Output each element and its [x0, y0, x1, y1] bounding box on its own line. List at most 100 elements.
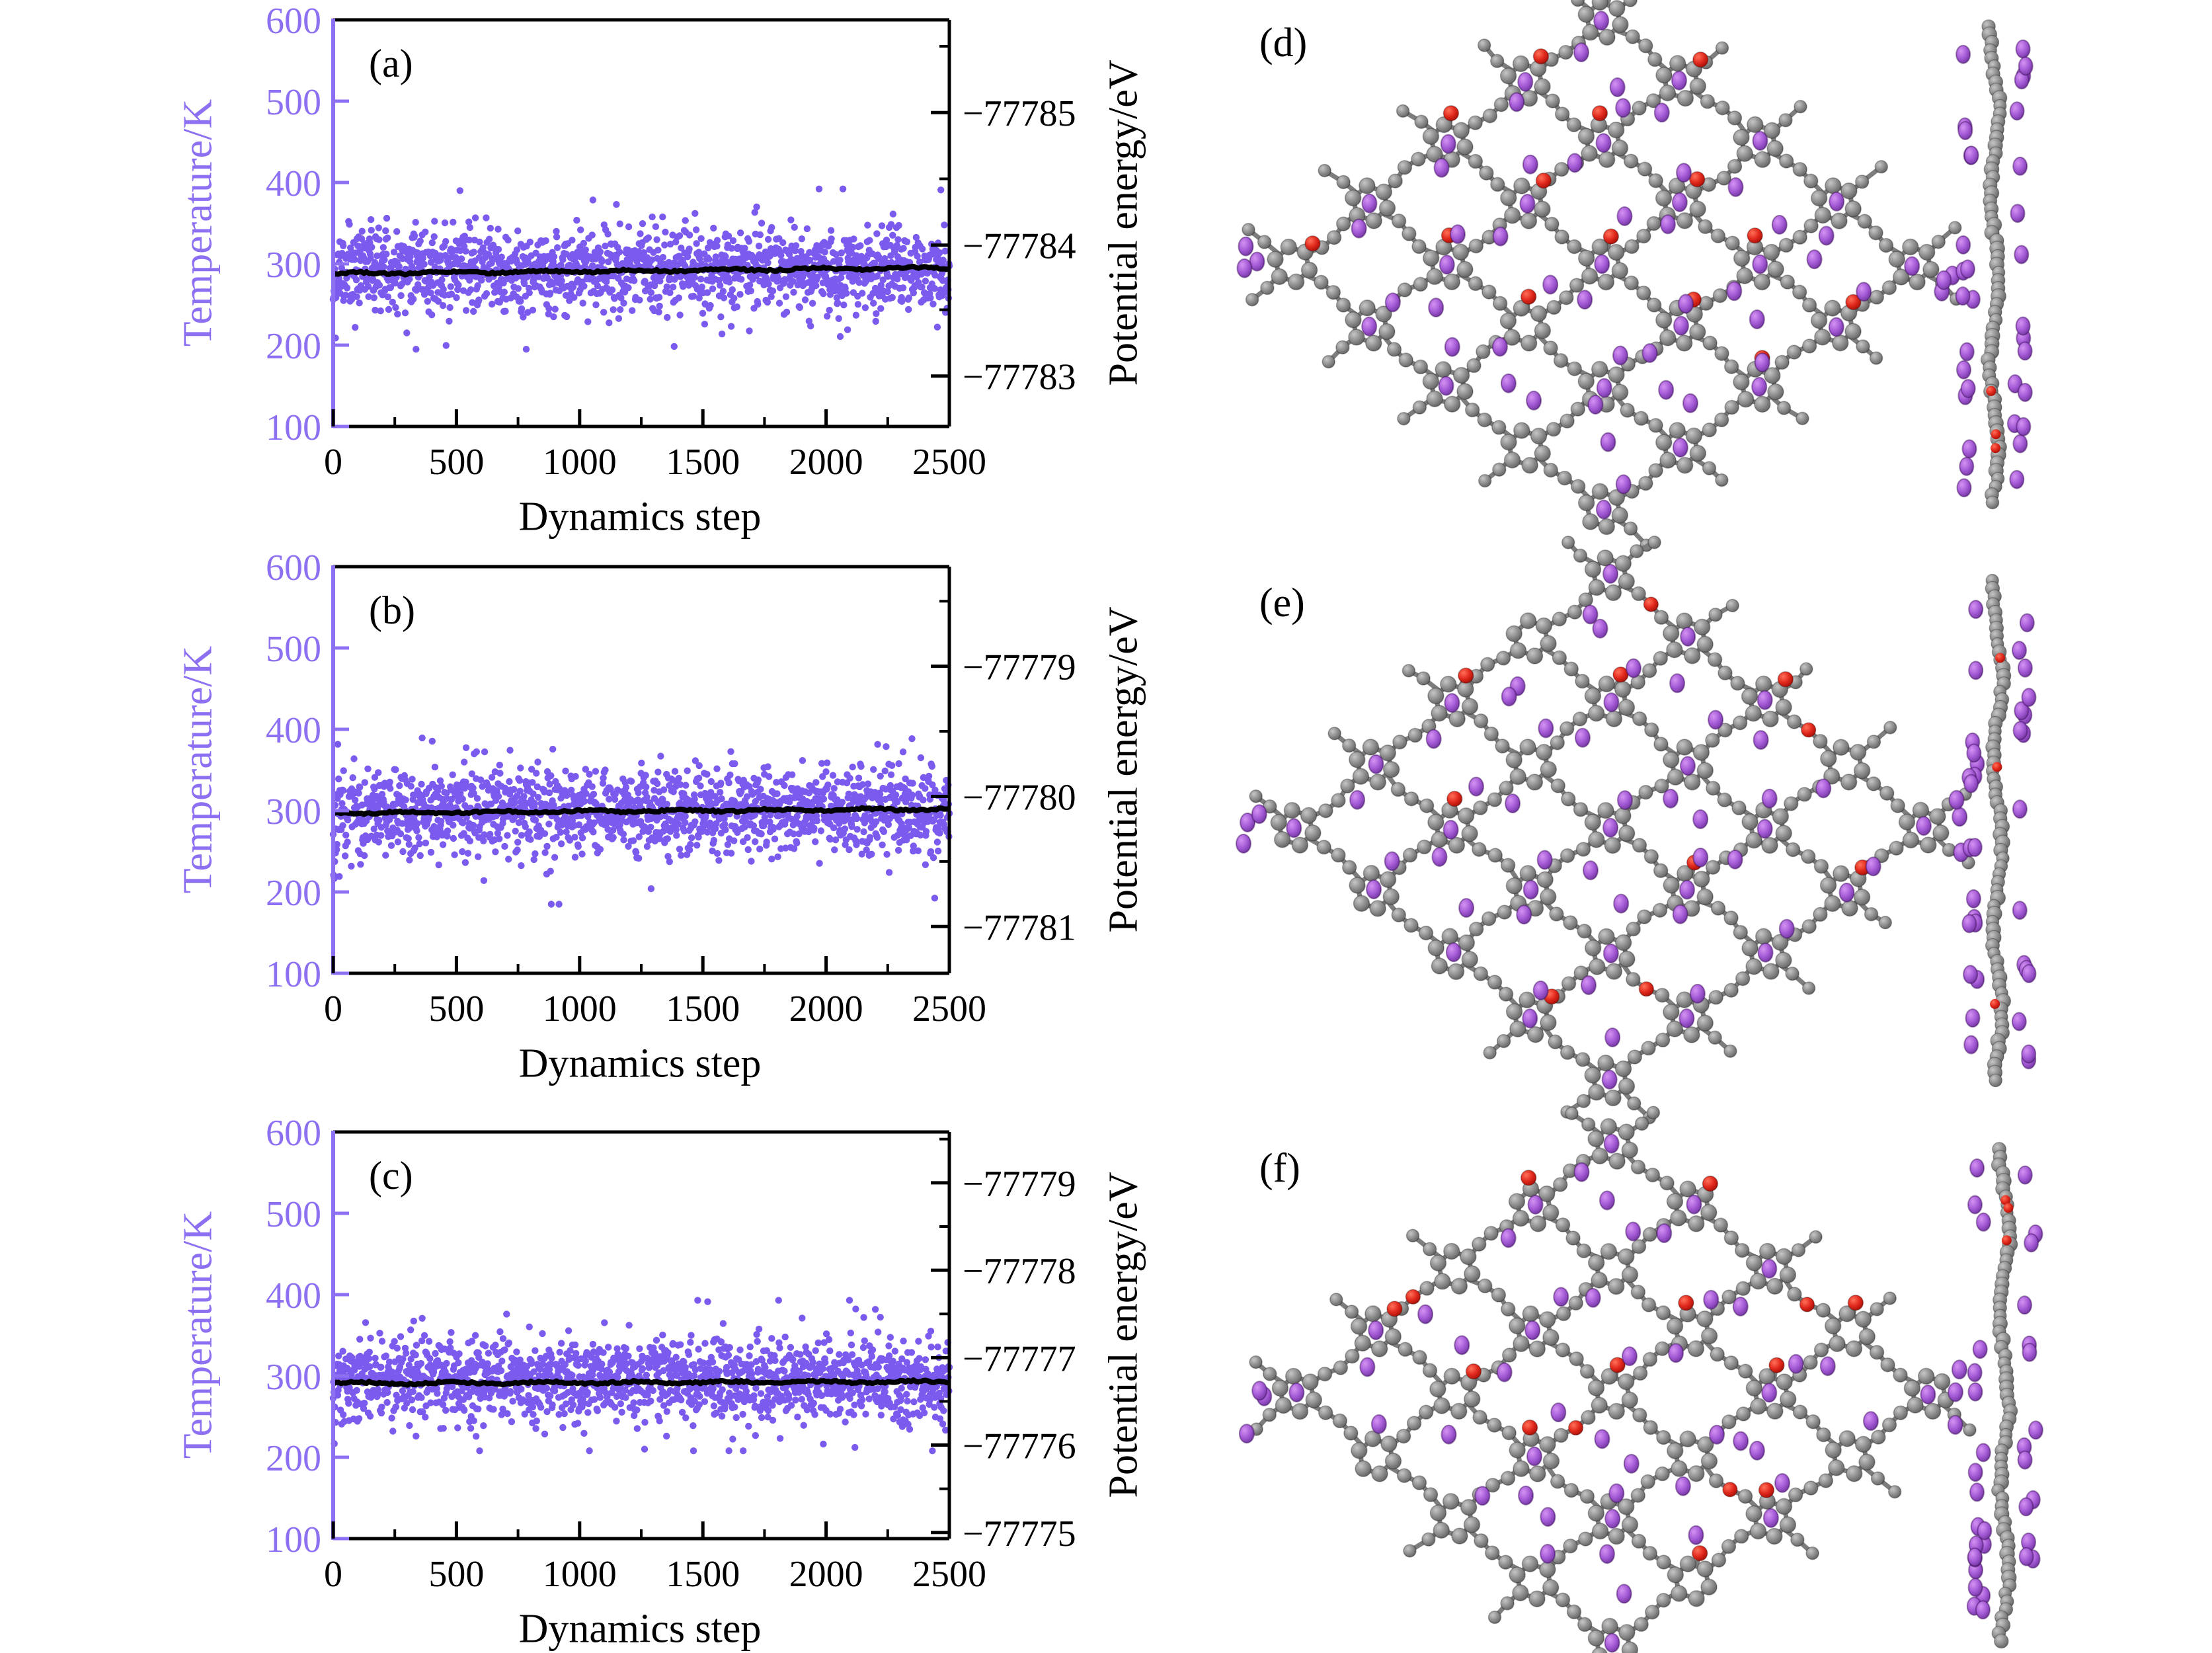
carbon-atom: [1689, 323, 1706, 341]
carbon-atom: [1714, 346, 1729, 361]
x-axis-title-c: Dynamics step: [518, 1606, 762, 1652]
carbon-atom: [1492, 462, 1507, 477]
carbon-atom: [1597, 1054, 1614, 1072]
carbon-atom: [1803, 218, 1819, 233]
metal-atom: [1550, 1402, 1567, 1423]
carbon-atom: [1503, 452, 1521, 469]
carbon-atom: [1555, 1217, 1571, 1232]
carbon-atom: [1314, 274, 1329, 290]
carbon-atom: [1780, 274, 1796, 290]
carbon-atom: [1521, 456, 1538, 474]
carbon-atom: [1472, 842, 1487, 857]
metal-atom: [1947, 1415, 1963, 1435]
metal-atom: [1615, 474, 1632, 495]
carbon-atom: [1526, 1026, 1544, 1043]
panel-label-a: (a): [369, 42, 413, 85]
carbon-atom: [1456, 138, 1474, 155]
carbon-atom: [1653, 651, 1669, 666]
carbon-atom: [1731, 800, 1747, 816]
carbon-atom: [1448, 710, 1466, 727]
carbon-atom: [1577, 128, 1595, 145]
carbon-atom: [1598, 151, 1616, 169]
oxygen-atom: [1777, 671, 1794, 688]
y-axis-right-ticks: −77779 −77780 −77781: [931, 600, 1076, 948]
carbon-atom: [1655, 1341, 1670, 1356]
carbon-atom: [1370, 1340, 1388, 1357]
carbon-atom: [1645, 93, 1661, 108]
y-left-tick-label: 600: [266, 547, 321, 588]
carbon-atom: [1542, 1328, 1560, 1346]
carbon-atom: [1423, 1487, 1439, 1502]
carbon-atom: [1653, 737, 1669, 752]
carbon-atom: [1567, 361, 1583, 376]
metal-atom: [1959, 342, 1975, 362]
oxygen-atom: [1535, 172, 1552, 189]
carbon-atom: [1618, 950, 1636, 968]
carbon-atom: [1646, 1106, 1661, 1119]
carbon-atom: [1611, 506, 1629, 524]
carbon-atom: [1384, 1328, 1402, 1346]
potential-energy-line: [332, 805, 950, 817]
carbon-atom: [1775, 1248, 1793, 1266]
carbon-atom: [1549, 907, 1564, 922]
carbon-atom: [1466, 358, 1481, 374]
carbon-atom: [1659, 329, 1677, 346]
carbon-atom: [1427, 939, 1444, 957]
carbon-atom: [1696, 635, 1714, 653]
carbon-atom: [1552, 612, 1567, 627]
carbon-atom: [1624, 275, 1639, 291]
metal-atom: [1761, 1258, 1778, 1279]
metal-atom: [1616, 206, 1633, 226]
oxygen-atom: [1800, 722, 1817, 738]
y-left-tick-label: 400: [266, 163, 321, 204]
carbon-atom: [1353, 895, 1370, 912]
carbon-atom: [1745, 1505, 1762, 1523]
carbon-atom: [1813, 733, 1828, 749]
metal-atom: [1623, 1453, 1639, 1474]
metal-atom: [1682, 393, 1698, 413]
carbon-atom: [1587, 1130, 1604, 1148]
carbon-atom: [1498, 1554, 1513, 1570]
carbon-atom: [1641, 1041, 1656, 1056]
carbon-atom: [1542, 1452, 1560, 1470]
carbon-atom: [1249, 1355, 1263, 1369]
carbon-atom: [1627, 1096, 1641, 1111]
carbon-atom: [1608, 489, 1626, 506]
x-tick-label: 1000: [543, 442, 617, 483]
carbon-atom: [1614, 934, 1632, 951]
carbon-atom: [1419, 798, 1435, 813]
y-right-tick-label: −77784: [963, 226, 1076, 267]
carbon-atom: [1509, 768, 1526, 786]
carbon-atom: [1642, 1351, 1658, 1367]
carbon-atom: [1540, 888, 1557, 906]
metal-atom: [1771, 214, 1788, 235]
metal-atom: [1524, 1320, 1541, 1340]
metal-atom: [1972, 1340, 1988, 1359]
carbon-atom: [1684, 774, 1701, 791]
metal-atom: [1612, 345, 1628, 366]
metal-atom: [1609, 77, 1626, 97]
plot-area-b: 600 500 400 300 200 1000 500 1000 1500 2000 2500 −7…: [266, 547, 1076, 1029]
carbon-atom: [1833, 739, 1850, 756]
carbon-atom: [1402, 848, 1418, 863]
carbon-atom: [1621, 1641, 1639, 1653]
metal-atom: [1585, 1287, 1601, 1308]
carbon-atom: [1452, 366, 1470, 384]
metal-atom: [1656, 1223, 1673, 1244]
carbon-atom: [1689, 200, 1706, 218]
carbon-atom: [1343, 1426, 1359, 1441]
carbon-atom: [1348, 329, 1365, 346]
carbon-atom: [1577, 6, 1595, 23]
carbon-atom: [1663, 751, 1680, 768]
carbon-atom: [1799, 662, 1813, 676]
metal-atom: [1238, 1424, 1255, 1444]
carbon-atom: [1745, 958, 1762, 975]
carbon-atom: [1270, 814, 1288, 831]
carbon-atom: [1659, 1176, 1675, 1191]
metal-atom: [1595, 133, 1612, 153]
metal-atom: [1433, 157, 1450, 178]
carbon-atom: [1497, 905, 1513, 920]
carbon-atom: [1505, 625, 1522, 643]
metal-atom: [1709, 1424, 1725, 1445]
carbon-atom: [1706, 780, 1721, 796]
